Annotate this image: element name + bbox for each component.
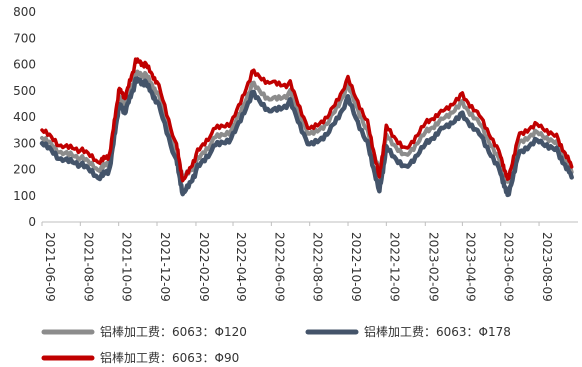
x-tick-label: 2021-06-09 xyxy=(43,232,57,302)
series-line-1 xyxy=(40,69,574,184)
x-tick-label: 2021-10-09 xyxy=(120,232,134,302)
x-tick-label: 2022-06-09 xyxy=(272,232,286,302)
x-tick-label: 2022-12-09 xyxy=(387,232,401,302)
y-tick-label: 800 xyxy=(13,5,36,19)
legend-label: 铝棒加工费：6063：Φ90 xyxy=(100,350,239,365)
x-tick-label: 2022-02-09 xyxy=(197,232,211,302)
x-tick-label: 2023-08-09 xyxy=(540,232,554,302)
x-tick-label: 2021-12-09 xyxy=(158,232,172,302)
series-lines xyxy=(39,57,574,198)
y-tick-label: 400 xyxy=(13,110,36,124)
x-tick-label: 2023-02-09 xyxy=(426,232,440,302)
y-axis: 0 100 200 300 400 500 600 700 800 xyxy=(13,5,36,229)
x-tick-label: 2021-08-09 xyxy=(81,232,95,302)
y-tick-label: 100 xyxy=(13,189,36,203)
y-tick-label: 200 xyxy=(13,163,36,177)
legend: 铝棒加工费：6063：Φ120 铝棒加工费：6063：Φ178 铝棒加工费：6063… xyxy=(41,324,511,365)
x-tick-label: 2023-04-09 xyxy=(463,232,477,302)
x-tick-label: 2022-10-09 xyxy=(349,232,363,302)
series-line-2 xyxy=(39,76,574,198)
y-tick-label: 0 xyxy=(28,215,36,229)
series-line-3 xyxy=(40,57,574,183)
x-tick-label: 2023-06-09 xyxy=(502,232,516,302)
y-tick-label: 500 xyxy=(13,84,36,98)
x-tick-label: 2022-04-09 xyxy=(234,232,248,302)
x-tick-label: 2022-08-09 xyxy=(311,232,325,302)
legend-label: 铝棒加工费：6063：Φ178 xyxy=(364,324,511,339)
y-tick-label: 300 xyxy=(13,136,36,150)
legend-label: 铝棒加工费：6063：Φ120 xyxy=(100,324,247,339)
y-tick-label: 700 xyxy=(13,31,36,45)
x-axis: 2021-06-09 2021-08-09 2021-10-09 2021-12-09… xyxy=(41,221,578,302)
y-tick-label: 600 xyxy=(13,58,36,72)
